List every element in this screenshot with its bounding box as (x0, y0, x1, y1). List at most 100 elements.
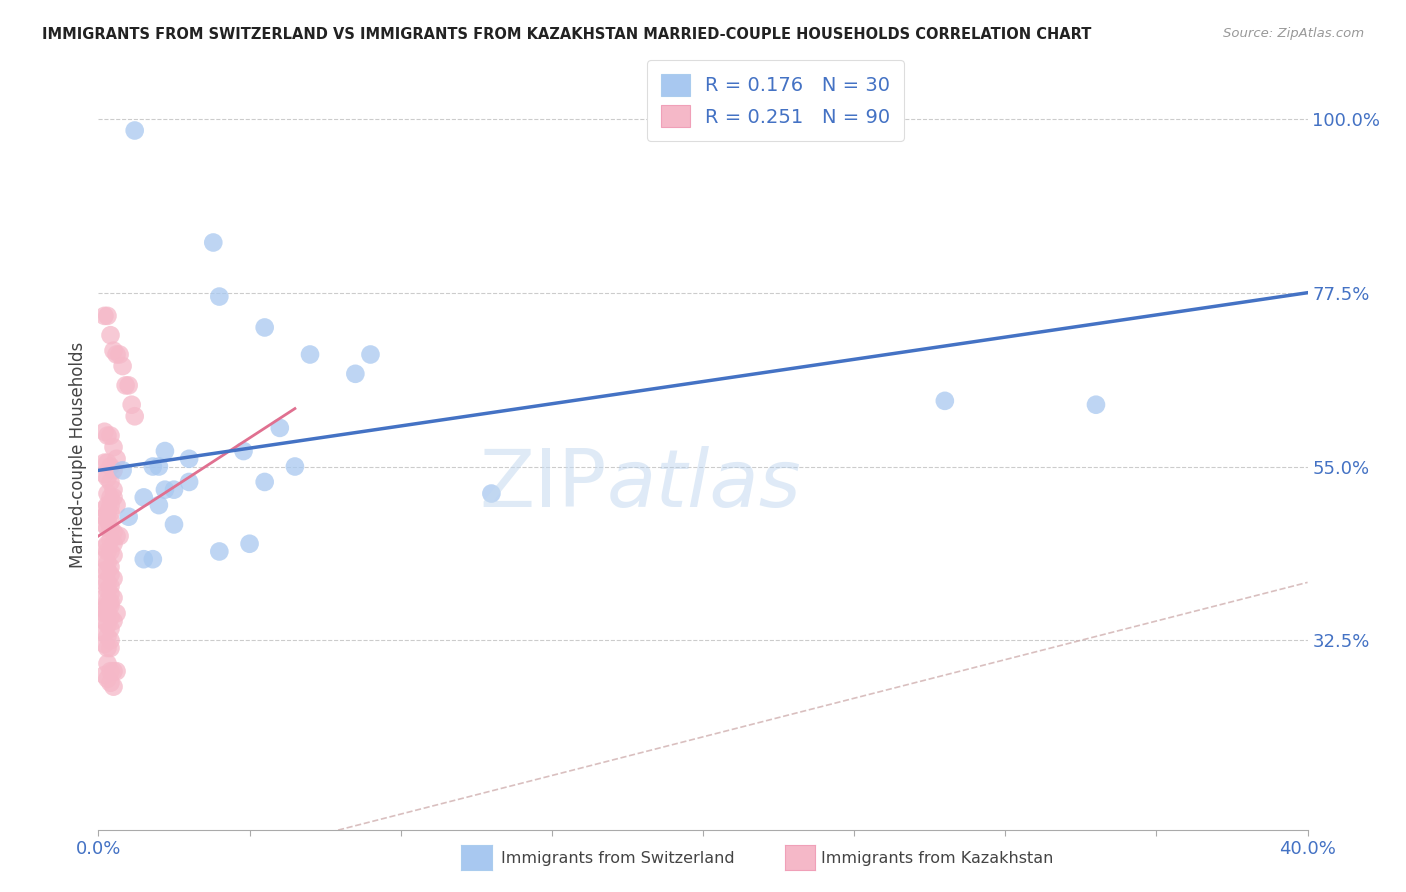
Point (93, 614, 115, 628)
Point (96, 564, 118, 578)
Point (93, 602, 115, 616)
Point (96, 428, 118, 442)
Point (93, 509, 115, 524)
Legend: R = 0.176   N = 30, R = 0.251   N = 90: R = 0.176 N = 30, R = 0.251 N = 90 (647, 60, 904, 141)
Point (105, 607, 128, 621)
Point (93, 591, 115, 605)
Point (105, 664, 128, 678)
Y-axis label: Married-couple Households: Married-couple Households (69, 342, 87, 568)
Point (100, 664, 122, 678)
Point (96, 556, 118, 570)
Point (96, 618, 118, 632)
Point (100, 544, 122, 558)
Point (96, 657, 118, 671)
Point (96, 630, 118, 644)
Point (148, 498, 170, 512)
Point (100, 498, 122, 512)
Point (103, 614, 125, 628)
Point (103, 483, 125, 497)
Point (103, 680, 125, 694)
Point (284, 459, 307, 474)
Point (344, 367, 367, 381)
Point (100, 560, 122, 574)
Text: IMMIGRANTS FROM SWITZERLAND VS IMMIGRANTS FROM KAZAKHSTAN MARRIED-COUPLE HOUSEHO: IMMIGRANTS FROM SWITZERLAND VS IMMIGRANT… (42, 27, 1091, 42)
Point (100, 514, 122, 528)
Point (93, 517, 115, 532)
Point (132, 552, 155, 566)
Point (93, 637, 115, 651)
Point (179, 475, 201, 489)
Point (111, 463, 134, 477)
Point (114, 378, 136, 392)
Point (96, 599, 118, 613)
Point (96, 607, 118, 621)
Point (118, 378, 141, 392)
Point (96, 595, 118, 609)
Point (96, 583, 118, 598)
Point (1085, 398, 1108, 412)
Point (253, 320, 276, 334)
Point (100, 567, 122, 582)
Point (103, 343, 125, 358)
Point (93, 564, 115, 578)
Point (103, 463, 125, 477)
Text: atlas: atlas (606, 446, 801, 524)
Point (93, 456, 115, 470)
Point (124, 409, 146, 424)
Point (100, 428, 122, 442)
Point (93, 552, 115, 566)
Point (103, 572, 125, 586)
Point (96, 498, 118, 512)
Point (269, 421, 291, 435)
Point (96, 544, 118, 558)
Point (153, 444, 176, 458)
Point (93, 467, 115, 482)
Point (100, 595, 122, 609)
Point (163, 483, 186, 497)
Point (96, 521, 118, 535)
Point (105, 498, 128, 512)
Point (148, 459, 170, 474)
Point (118, 509, 141, 524)
Point (105, 529, 128, 543)
Point (103, 591, 125, 605)
Point (103, 549, 125, 563)
Point (96, 514, 118, 528)
Point (100, 521, 122, 535)
Point (103, 440, 125, 454)
Point (142, 459, 165, 474)
Point (103, 491, 125, 505)
Point (103, 537, 125, 551)
Point (100, 610, 122, 624)
Point (100, 506, 122, 520)
Point (153, 483, 176, 497)
Point (299, 347, 322, 361)
Point (93, 575, 115, 590)
Point (163, 517, 186, 532)
Point (100, 633, 122, 648)
Point (100, 579, 122, 593)
Point (239, 537, 262, 551)
Text: Immigrants from Switzerland: Immigrants from Switzerland (501, 851, 734, 865)
Point (100, 640, 122, 655)
Point (96, 456, 118, 470)
Point (96, 575, 118, 590)
Point (253, 475, 276, 489)
Point (108, 347, 131, 361)
Point (100, 599, 122, 613)
Point (93, 425, 115, 439)
Point (93, 309, 115, 323)
Point (100, 622, 122, 636)
Point (100, 675, 122, 690)
Point (142, 552, 165, 566)
Point (100, 587, 122, 601)
Point (208, 289, 231, 303)
Text: Immigrants from Kazakhstan: Immigrants from Kazakhstan (821, 851, 1053, 865)
Point (96, 486, 118, 500)
Point (100, 475, 122, 489)
Point (100, 533, 122, 547)
Point (105, 347, 128, 361)
Point (96, 471, 118, 485)
Point (208, 544, 231, 558)
Point (111, 359, 134, 373)
